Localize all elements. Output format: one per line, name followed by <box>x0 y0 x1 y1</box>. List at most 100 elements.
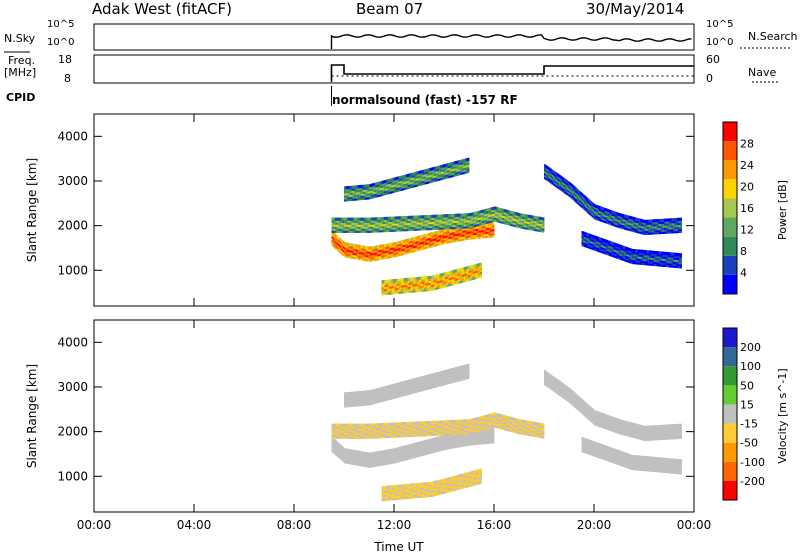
power-cell <box>416 238 419 242</box>
velocity-cell <box>369 458 371 462</box>
power-cell <box>422 217 425 221</box>
power-cell <box>441 231 444 235</box>
power-cell <box>546 177 549 182</box>
power-cell <box>639 226 641 230</box>
power-cell <box>452 161 455 165</box>
power-cell <box>599 218 601 222</box>
power-cell <box>611 212 614 216</box>
power-cell <box>592 205 595 209</box>
power-cell <box>562 183 565 187</box>
power-cell <box>347 192 350 196</box>
power-cell <box>364 223 366 227</box>
power-cell <box>385 287 387 291</box>
power-cell <box>426 215 429 219</box>
power-cell <box>481 233 484 237</box>
power-cell <box>396 224 399 228</box>
power-cell <box>469 215 471 219</box>
power-cell <box>549 171 551 175</box>
power-cell <box>394 248 396 252</box>
power-cell <box>639 249 641 253</box>
power-cell <box>561 186 564 190</box>
power-cell <box>409 183 411 187</box>
power-cell <box>415 183 417 187</box>
power-cell <box>420 178 422 182</box>
power-cell <box>395 179 397 183</box>
power-cell <box>447 171 450 175</box>
power-cell <box>445 173 447 177</box>
power-cell <box>395 185 397 189</box>
power-cell <box>617 243 620 248</box>
power-cell <box>515 222 517 226</box>
power-cell <box>512 213 515 217</box>
power-cell <box>357 227 360 231</box>
power-cell <box>647 260 650 264</box>
power-cell <box>486 220 489 224</box>
power-cell <box>475 274 477 278</box>
power-cell <box>644 252 646 256</box>
power-cell <box>550 168 552 172</box>
power-cell <box>637 230 640 234</box>
power-cell <box>640 261 642 265</box>
power-cell <box>366 217 369 221</box>
power-cell <box>349 187 351 192</box>
power-cell <box>536 224 539 228</box>
power-cell <box>657 231 660 235</box>
power-cell <box>347 242 350 246</box>
power-cell <box>551 169 554 173</box>
power-cell <box>437 236 440 240</box>
power-cell <box>677 265 680 269</box>
power-cell <box>340 246 342 250</box>
power-cell <box>680 223 682 227</box>
power-cell <box>435 220 437 224</box>
power-cell <box>446 220 449 224</box>
power-cell <box>604 245 606 249</box>
power-cell <box>410 221 412 225</box>
power-cell <box>434 226 436 230</box>
power-cell <box>632 261 635 265</box>
power-cell <box>440 216 442 220</box>
power-cell <box>604 243 606 247</box>
power-cell <box>357 223 360 227</box>
power-cell <box>465 168 467 172</box>
power-cell <box>565 183 567 187</box>
power-cell <box>356 254 359 258</box>
power-cell <box>406 182 409 186</box>
velocity-cell <box>352 461 355 465</box>
power-cell <box>387 283 390 287</box>
power-cell <box>402 286 405 290</box>
power-cell <box>456 219 459 223</box>
power-cell <box>337 240 340 244</box>
power-cell <box>396 253 399 257</box>
power-cell <box>369 223 371 227</box>
power-cell <box>642 231 645 235</box>
power-cell <box>436 230 439 234</box>
power-cell <box>354 195 356 199</box>
power-cell <box>491 215 494 219</box>
power-cell <box>586 242 589 246</box>
power-cell <box>476 221 479 225</box>
power-cell <box>602 240 605 244</box>
power-cell <box>370 246 372 250</box>
power-cell <box>649 223 651 227</box>
power-cell <box>446 230 449 234</box>
power-cell <box>361 245 364 249</box>
power-cell <box>434 168 436 172</box>
power-cell <box>635 253 637 257</box>
power-cell <box>524 224 526 228</box>
power-cell <box>477 218 480 222</box>
power-cell <box>590 244 592 248</box>
power-cell <box>614 219 616 223</box>
power-cell <box>466 274 469 278</box>
freq-tick-top: 18 <box>58 53 72 66</box>
power-cell <box>464 237 466 241</box>
power-cell <box>507 220 510 224</box>
velocity-cell <box>332 438 335 442</box>
power-cell <box>567 183 570 187</box>
power-cell <box>670 218 672 222</box>
power-cell <box>496 217 499 221</box>
power-cell <box>467 221 470 225</box>
power-cell <box>477 227 480 231</box>
power-cell <box>610 210 612 214</box>
power-cell <box>672 230 675 234</box>
power-cell <box>522 219 525 223</box>
